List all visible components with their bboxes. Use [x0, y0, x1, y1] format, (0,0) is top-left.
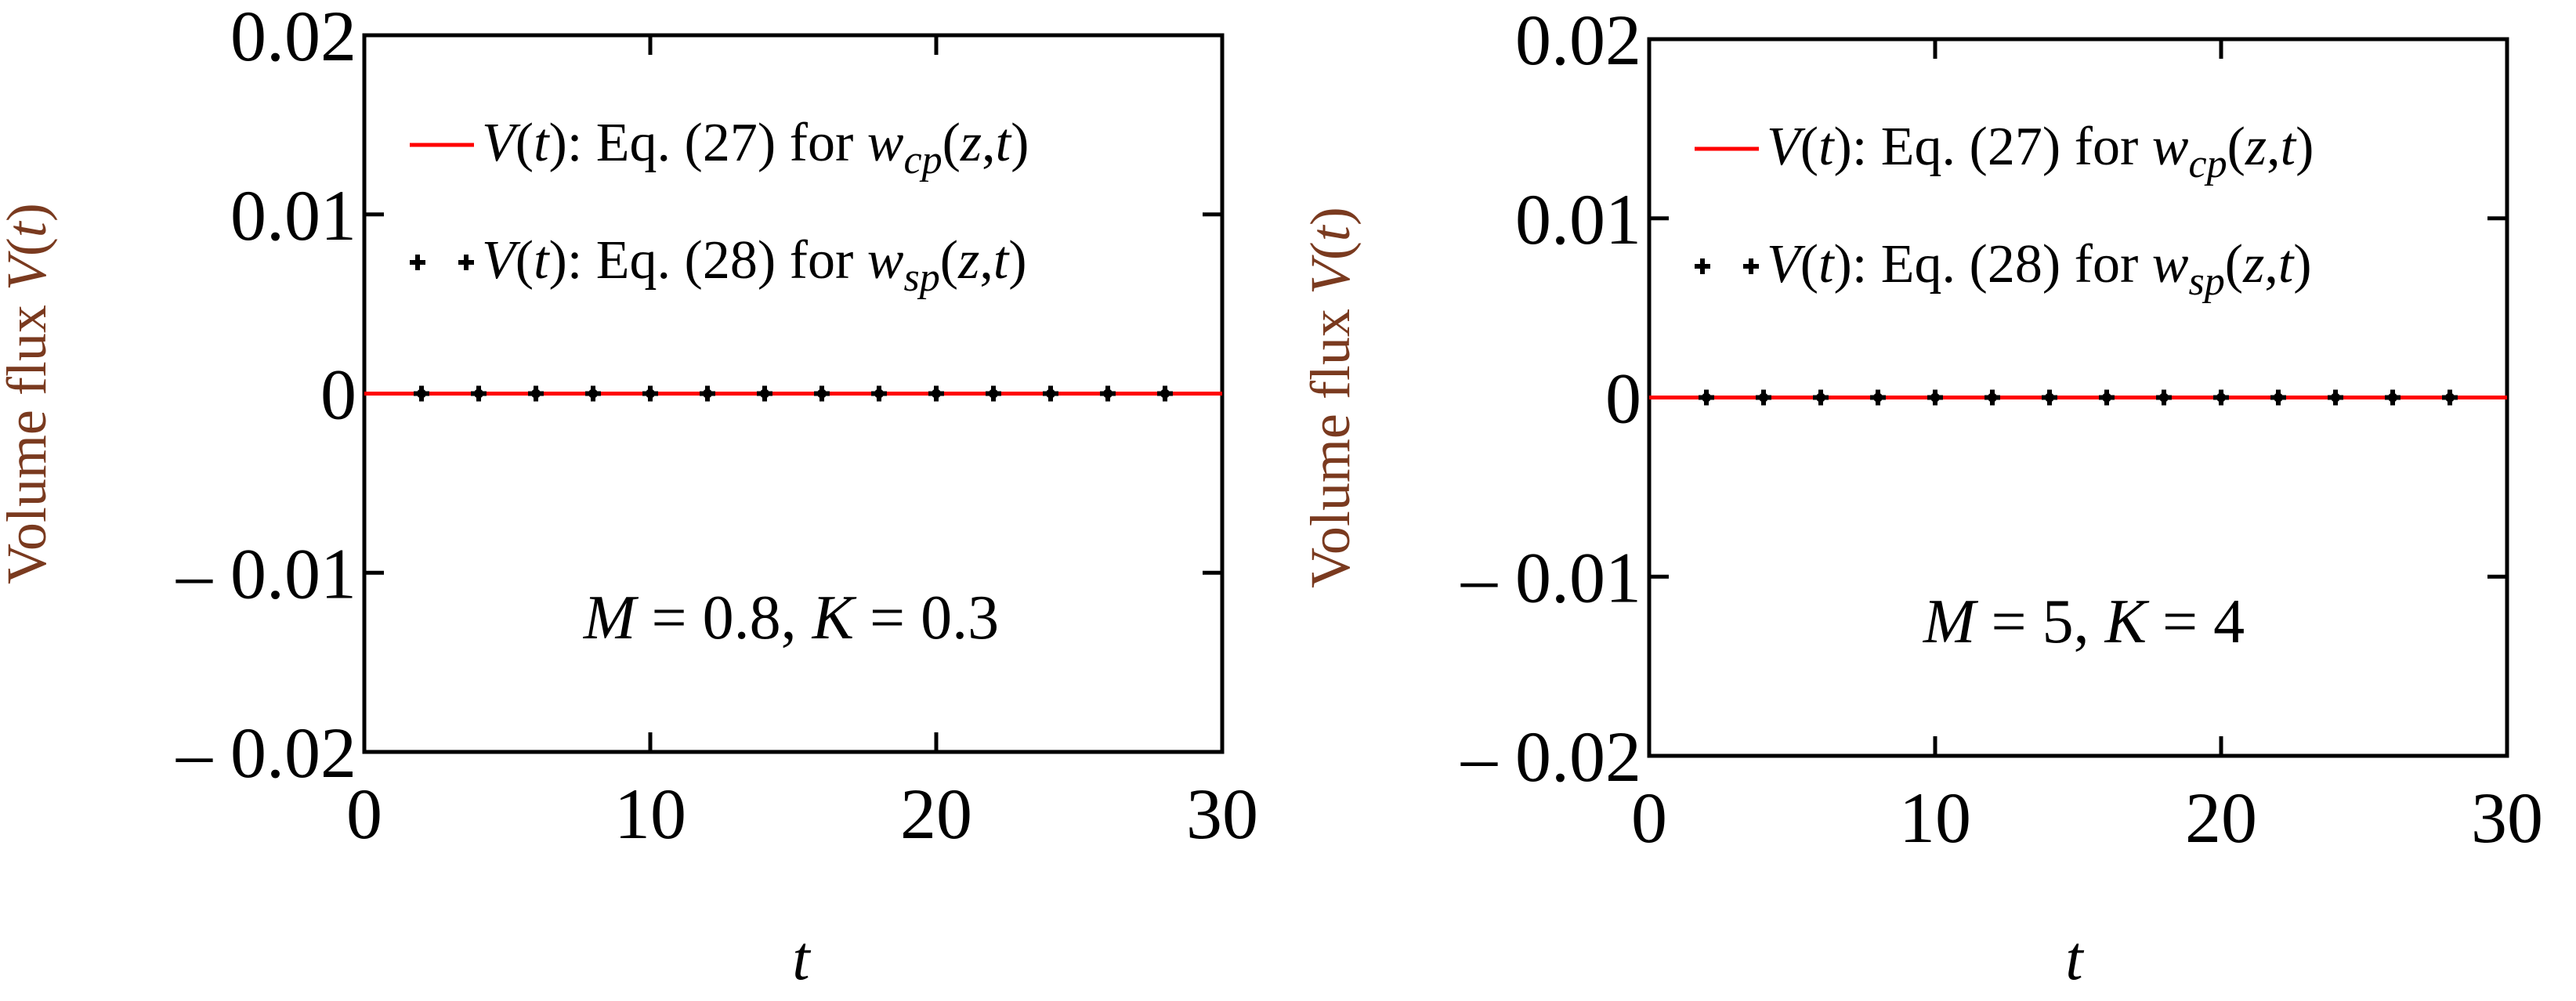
marker-dot — [2159, 392, 2169, 403]
marker-dot — [1988, 392, 1997, 403]
marker-point-eq28 — [2328, 389, 2343, 406]
x-tick-label: 10 — [1899, 778, 1971, 858]
x-tick-label: 0 — [1631, 778, 1667, 858]
marker-point-eq28 — [642, 385, 658, 402]
y-tick-label: – 0.01 — [175, 533, 356, 613]
y-tick-label: – 0.02 — [1460, 717, 1641, 797]
marker-point-eq28 — [2156, 389, 2172, 406]
marker-dot — [588, 388, 598, 399]
marker-dot — [760, 388, 769, 399]
x-tick-label: 30 — [2471, 778, 2543, 858]
legend-swatch-marker — [1695, 258, 1710, 274]
y-tick-label: 0.02 — [230, 0, 356, 76]
y-tick-label: – 0.01 — [1460, 537, 1641, 617]
marker-dot — [932, 388, 941, 399]
marker-dot — [2045, 392, 2054, 403]
marker-dot — [2274, 392, 2283, 403]
marker-point-eq28 — [871, 385, 887, 402]
marker-point-eq28 — [585, 385, 601, 402]
x-tick-label: 20 — [2185, 778, 2257, 858]
legend: V(t): Eq. (27) for wcp(z,t) V(t): Eq. (28… — [1695, 117, 2314, 304]
marker-point-eq28 — [1984, 389, 2000, 406]
marker-point-eq28 — [528, 385, 544, 402]
x-tick-label: 30 — [1186, 774, 1258, 854]
marker-point-eq28 — [1870, 389, 1886, 406]
parameter-annotation: M = 5, K = 4 — [1923, 587, 2245, 656]
marker-dot — [817, 388, 827, 399]
y-tick-label: 0 — [1605, 359, 1641, 439]
marker-dot — [2331, 392, 2340, 403]
marker-point-eq28 — [2099, 389, 2115, 406]
marker-dot — [417, 388, 426, 399]
parameter-annotation: M = 0.8, K = 0.3 — [583, 584, 999, 652]
x-tick-label: 20 — [900, 774, 972, 854]
marker-dot — [1816, 392, 1825, 403]
marker-point-eq28 — [986, 385, 1001, 402]
marker-dot — [1702, 392, 1711, 403]
x-tick-label: 0 — [346, 774, 382, 854]
legend: V(t): Eq. (27) for wcp(z,t) V(t): Eq. (28… — [410, 113, 1029, 300]
x-axis-title: t — [792, 924, 811, 993]
x-tick-label: 10 — [614, 774, 686, 854]
marker-dot — [646, 388, 655, 399]
marker-point-eq28 — [1813, 389, 1829, 406]
marker-dot — [474, 388, 483, 399]
marker-point-eq28 — [2270, 389, 2286, 406]
marker-dot — [2102, 392, 2111, 403]
marker-point-eq28 — [1927, 389, 1943, 406]
marker-dot — [2445, 392, 2455, 403]
marker-point-eq28 — [2213, 389, 2229, 406]
marker-dot — [2216, 392, 2226, 403]
marker-point-eq28 — [1100, 385, 1116, 402]
marker-point-eq28 — [414, 385, 429, 402]
legend-swatch-marker — [458, 255, 474, 270]
marker-point-eq28 — [2442, 389, 2458, 406]
marker-dot — [1759, 392, 1768, 403]
legend-swatch-marker — [1743, 258, 1759, 274]
marker-dot — [2388, 392, 2397, 403]
marker-point-eq28 — [757, 385, 772, 402]
marker-dot — [989, 388, 998, 399]
marker-point-eq28 — [1756, 389, 1771, 406]
marker-point-eq28 — [471, 385, 487, 402]
legend-label: V(t): Eq. (27) for wcp(z,t) — [482, 113, 1029, 182]
x-axis-title: t — [2065, 924, 2084, 993]
marker-point-eq28 — [2042, 389, 2057, 406]
marker-point-eq28 — [1157, 385, 1173, 402]
marker-dot — [1930, 392, 1940, 403]
y-tick-label: 0.01 — [1515, 179, 1641, 259]
marker-dot — [1873, 392, 1883, 403]
y-axis-title: Volume flux V(t) — [1299, 207, 1362, 588]
marker-dot — [1046, 388, 1055, 399]
marker-dot — [1160, 388, 1170, 399]
y-tick-label: 0.01 — [230, 175, 356, 255]
marker-dot — [874, 388, 884, 399]
legend-label: V(t): Eq. (27) for wcp(z,t) — [1767, 117, 2314, 186]
legend-swatch-marker — [410, 255, 425, 270]
marker-point-eq28 — [814, 385, 830, 402]
marker-point-eq28 — [1043, 385, 1058, 402]
marker-dot — [703, 388, 712, 399]
marker-dot — [531, 388, 541, 399]
marker-point-eq28 — [700, 385, 715, 402]
y-axis-title: Volume flux V(t) — [0, 203, 58, 584]
legend-label: V(t): Eq. (28) for wsp(z,t) — [482, 230, 1027, 300]
marker-point-eq28 — [2385, 389, 2401, 406]
marker-point-eq28 — [928, 385, 944, 402]
y-tick-label: 0.02 — [1515, 0, 1641, 80]
y-tick-label: 0 — [320, 355, 356, 435]
y-tick-label: – 0.02 — [175, 713, 356, 793]
legend-label: V(t): Eq. (28) for wsp(z,t) — [1767, 234, 2312, 304]
marker-point-eq28 — [1699, 389, 1714, 406]
marker-dot — [1103, 388, 1113, 399]
